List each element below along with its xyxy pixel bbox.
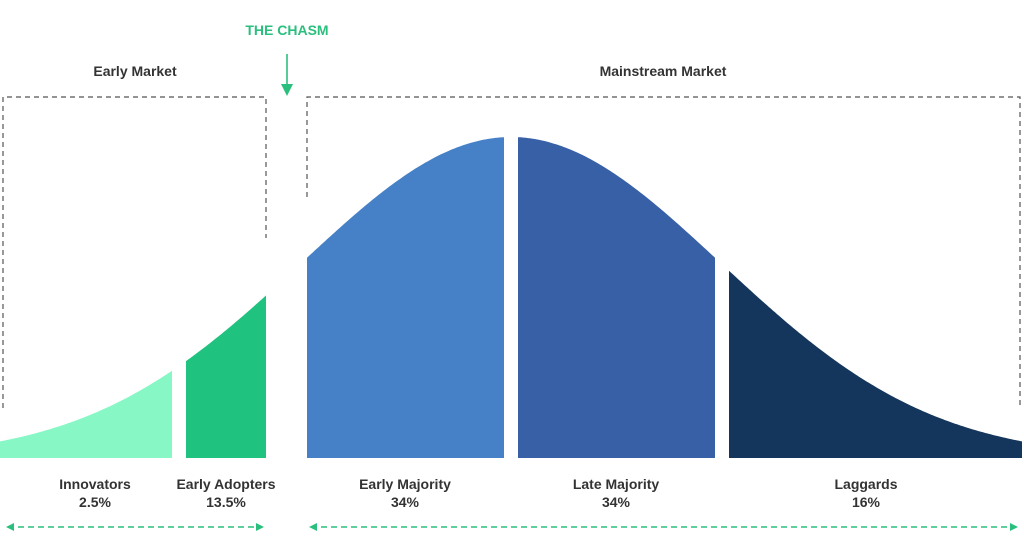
segment-label-laggards: Laggards	[834, 476, 897, 492]
chasm-title: THE CHASM	[245, 22, 328, 38]
segment-late-majority	[518, 137, 715, 458]
segment-percent-laggards: 16%	[852, 494, 881, 510]
early-market-bracket	[2, 96, 267, 408]
segment-early-majority	[307, 137, 504, 458]
mainstream-market-label: Mainstream Market	[600, 63, 727, 79]
segment-label-innovators: Innovators	[59, 476, 131, 492]
mainstream-market-bracket	[306, 96, 1021, 408]
early-market-label: Early Market	[93, 63, 177, 79]
segment-percent-innovators: 2.5%	[79, 494, 111, 510]
segment-percent-early-adopters: 13.5%	[206, 494, 246, 510]
segment-percent-early-majority: 34%	[391, 494, 420, 510]
arrow-down-icon	[281, 54, 293, 96]
segment-innovators	[0, 370, 172, 458]
segment-label-early-majority: Early Majority	[359, 476, 451, 492]
segment-label-late-majority: Late Majority	[573, 476, 660, 492]
segment-early-adopters	[186, 295, 266, 458]
segment-percent-late-majority: 34%	[602, 494, 631, 510]
segment-laggards	[729, 270, 1022, 458]
segment-label-early-adopters: Early Adopters	[176, 476, 275, 492]
